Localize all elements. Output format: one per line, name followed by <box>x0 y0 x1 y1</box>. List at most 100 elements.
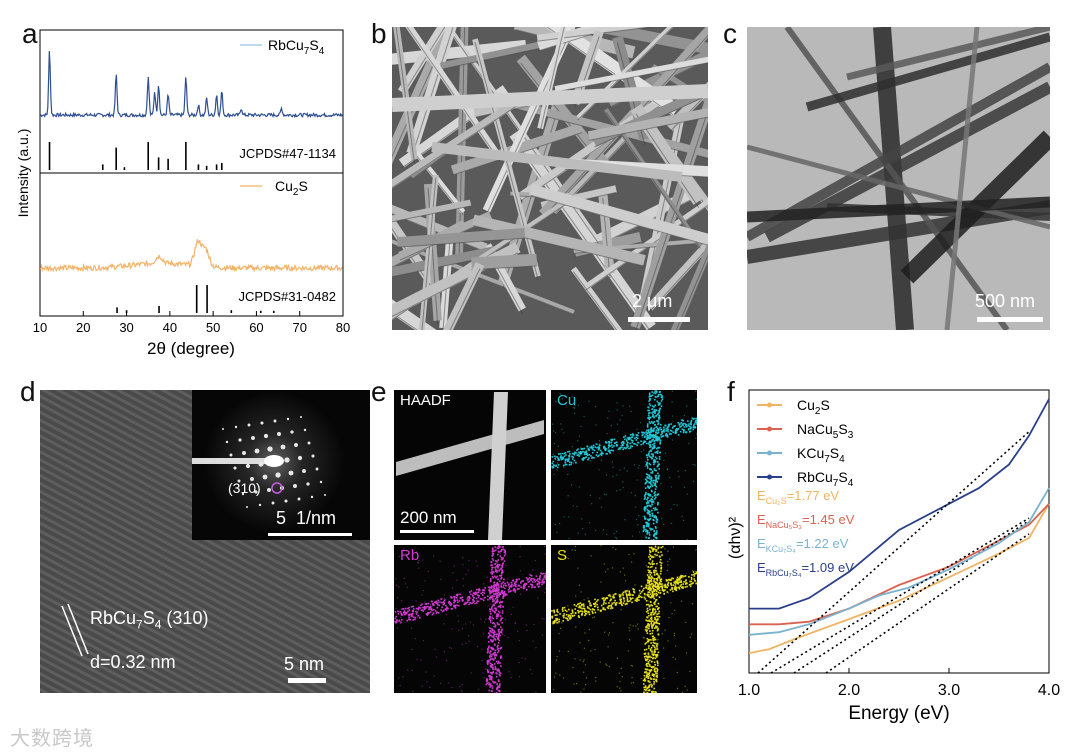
eds-noise <box>577 440 579 442</box>
eds-noise <box>444 597 446 599</box>
eds-dot <box>452 605 455 608</box>
eds-dot <box>568 464 571 466</box>
eds-dot <box>585 453 588 456</box>
eds-noise <box>612 622 614 624</box>
eds-dot <box>648 393 651 396</box>
eds-noise <box>443 609 445 611</box>
tauc-xtick-label-1: 2.0 <box>838 682 860 699</box>
eds-dot <box>490 572 493 574</box>
eds-dot <box>565 613 568 616</box>
eds-noise <box>537 597 539 599</box>
eds-dot <box>453 596 456 598</box>
eds-noise <box>612 466 614 468</box>
eds-noise <box>649 563 651 565</box>
eds-dot <box>652 548 655 551</box>
eds-noise <box>518 662 520 664</box>
eds-dot <box>677 421 680 424</box>
eds-dot <box>533 579 536 581</box>
eds-noise <box>617 430 619 432</box>
eds-dot <box>448 602 450 604</box>
eds-dot <box>408 609 411 611</box>
eds-noise <box>621 676 624 678</box>
eds-dot <box>655 516 657 519</box>
eds-noise <box>445 599 447 601</box>
eds-dot <box>494 570 497 572</box>
eds-dot <box>499 546 501 548</box>
eds-dot <box>619 602 622 605</box>
eds-dot <box>659 582 661 585</box>
eds-dot <box>651 585 654 588</box>
eds-dot <box>530 574 533 577</box>
eds-dot <box>650 430 653 433</box>
eds-noise <box>595 676 597 679</box>
eds-dot <box>646 498 648 501</box>
eds-noise <box>622 405 624 407</box>
eds-dot <box>649 478 652 480</box>
saed-spot-label: (310) <box>228 480 261 496</box>
eds-dot <box>655 642 657 645</box>
eds-dot <box>408 613 410 616</box>
eds-dot <box>541 573 543 575</box>
eds-dot <box>588 600 590 603</box>
eds-dot <box>678 424 681 426</box>
eds-dot <box>649 551 652 553</box>
eds-dot <box>524 584 527 586</box>
eds-noise <box>400 616 402 618</box>
eds-dot <box>453 601 455 604</box>
eds-dot <box>497 565 500 568</box>
eds-noise <box>627 650 629 652</box>
eds-dot <box>498 570 500 572</box>
eds-dot <box>656 653 659 656</box>
eds-noise <box>489 586 491 588</box>
eds-dot <box>423 607 425 609</box>
eds-noise <box>607 568 609 570</box>
eds-dot <box>619 448 621 450</box>
eds-dot <box>651 594 653 597</box>
eds-dot <box>648 462 651 465</box>
eds-dot <box>626 443 628 446</box>
eds-noise <box>620 609 622 611</box>
eds-dot <box>495 570 498 572</box>
eds-noise <box>574 549 576 551</box>
eds-noise <box>411 648 413 650</box>
eds-dot <box>659 451 661 454</box>
eds-dot <box>497 605 500 608</box>
eds-noise <box>599 661 601 663</box>
eds-dot <box>490 665 493 668</box>
eds-dot <box>689 422 692 425</box>
eds-dot <box>490 564 492 567</box>
eds-dot <box>520 586 522 589</box>
eds-dot <box>643 593 646 596</box>
eds-noise <box>416 551 418 553</box>
eds-dot <box>623 446 625 449</box>
eds-dot <box>655 605 658 608</box>
eds-dot <box>681 419 683 421</box>
eds-dot <box>693 423 696 425</box>
eds-noise <box>644 461 647 463</box>
eds-noise <box>667 550 669 552</box>
eds-dot <box>660 570 662 573</box>
eds-dot <box>652 428 655 431</box>
eds-dot <box>651 684 653 687</box>
eds-dot <box>602 608 605 611</box>
eds-noise <box>508 670 510 673</box>
saed-spot <box>229 453 233 457</box>
eds-dot <box>431 613 434 616</box>
eds-dot <box>650 616 653 619</box>
eds-dot <box>612 595 614 598</box>
eds-dot <box>656 427 659 430</box>
eds-dot <box>652 421 655 424</box>
eds-dot <box>660 585 663 588</box>
eds-dot <box>414 618 416 621</box>
eds-dot <box>501 558 504 560</box>
eds-noise <box>487 605 489 607</box>
eds-dot <box>680 581 683 584</box>
sem-big-rod <box>392 84 708 112</box>
eds-dot <box>651 405 654 407</box>
eds-dot <box>656 645 658 648</box>
eds-dot <box>526 589 528 591</box>
eds-dot <box>556 617 559 620</box>
eds-dot <box>655 590 658 593</box>
eds-dot <box>499 574 501 577</box>
eds-dot <box>659 561 661 564</box>
